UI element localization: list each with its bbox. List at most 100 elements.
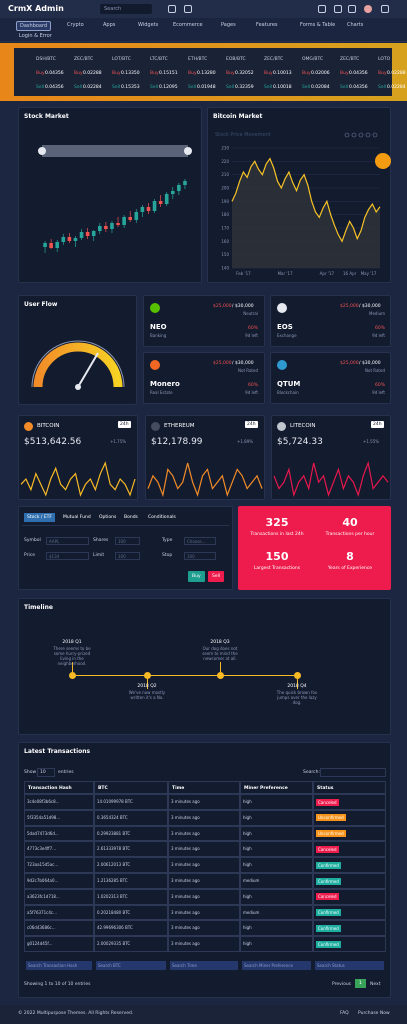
timeline-date: 2018 Q2 [137, 684, 157, 689]
trade-tab[interactable]: Mutual Fund [63, 515, 91, 520]
asset-rating: Not Rated [238, 368, 258, 373]
candle-body [67, 237, 72, 241]
header-icon[interactable] [334, 5, 342, 13]
footer-link[interactable]: Purchase Now [358, 1011, 390, 1016]
field-input[interactable]: 100 [115, 552, 140, 560]
page-button[interactable]: 1 [355, 979, 366, 988]
header-icon[interactable] [318, 5, 326, 13]
asset-icon [277, 360, 287, 370]
nav-item[interactable]: Login & Error [19, 33, 52, 39]
table-text: 3 minutes ago [171, 925, 200, 931]
field-input[interactable]: Choose... [184, 537, 216, 545]
brand: CrmX Admin [8, 4, 64, 13]
column-header[interactable]: BTC [94, 781, 168, 794]
navigator-handle [184, 147, 192, 155]
table-text: high [243, 799, 252, 804]
timeline-panel [18, 598, 391, 735]
timeline-dot [144, 672, 151, 679]
length-select[interactable]: 10 [37, 768, 55, 777]
buy-button[interactable]: Buy [188, 571, 205, 582]
buy-price: 0.32052 [235, 71, 254, 76]
sell-label: Sell [150, 85, 159, 90]
asset-target: / $30,000 [232, 304, 254, 309]
table-cell [94, 857, 168, 873]
column-header[interactable]: Status [313, 781, 386, 794]
table-cell [94, 888, 168, 905]
navigator-handle [38, 147, 46, 155]
bitcoin-chart: Stock Price Movement 140 150 160 170 180 190 20… [215, 132, 381, 276]
trade-tab[interactable]: Bonds [124, 515, 138, 520]
field-label: Stop [162, 553, 173, 558]
field-input[interactable]: $134 [46, 552, 89, 560]
coin-price: $5,724.33 [277, 437, 323, 447]
asset-amount: $25,000 [213, 361, 232, 366]
field-input[interactable]: 100 [115, 537, 140, 545]
trade-tab[interactable]: Conditionals [148, 515, 176, 520]
column-filter[interactable]: Search Transaction Hash [26, 961, 92, 970]
header-icon[interactable] [168, 5, 176, 13]
timeline-stem [297, 679, 298, 689]
sell-label: Sell [340, 85, 349, 90]
gauge [31, 340, 125, 390]
search-box[interactable]: Search [100, 4, 152, 14]
footer-link[interactable]: FAQ [340, 1011, 349, 1016]
coin-icon [24, 422, 33, 431]
table-text: 1.2136285 BTC [97, 878, 128, 883]
stat-value: 150 [265, 550, 289, 563]
trade-tab[interactable]: Options [99, 515, 117, 520]
field-input[interactable]: 100 [184, 552, 216, 560]
column-header[interactable]: Time [168, 781, 240, 794]
column-filter[interactable]: Search Status [315, 961, 384, 970]
candle-body [146, 207, 151, 211]
nav-item[interactable]: Charts [347, 22, 364, 28]
candle-body [128, 217, 133, 220]
table-text: 3 minutes ago [171, 893, 200, 899]
gauge-hub [75, 384, 81, 390]
nav-item[interactable]: Ecommerce [173, 22, 203, 28]
status-badge: Canceled [316, 798, 339, 806]
field-input[interactable]: AAPL [46, 537, 89, 545]
table-cell [240, 873, 313, 889]
nav-item[interactable]: Dashboard [16, 21, 52, 31]
nav-item[interactable]: Apps [103, 22, 116, 28]
sell-price: 0.12095 [159, 85, 178, 90]
buy-price: 0.02288 [83, 71, 102, 76]
asset-left: 9d left [245, 333, 258, 338]
sell-price: 0.04356 [45, 85, 64, 90]
table-cell [94, 809, 168, 826]
table-cell [240, 841, 313, 858]
column-header[interactable]: Miner Preference [240, 781, 313, 794]
settings-button[interactable] [375, 153, 391, 169]
nav-item[interactable]: Crypto [67, 22, 84, 28]
nav-item[interactable]: Forms & Table [300, 22, 336, 28]
prev-button[interactable]: Previous [332, 982, 352, 987]
header-icon[interactable] [184, 5, 192, 13]
column-filter[interactable]: Search BTC [96, 961, 166, 970]
sell-price: 0.04356 [349, 85, 368, 90]
header-icon[interactable] [381, 5, 389, 13]
toolbar-icon [365, 132, 371, 138]
tab-divider [22, 525, 229, 526]
asset-percent: 60% [247, 383, 258, 388]
candle-body [97, 226, 102, 231]
candle-body [177, 185, 181, 191]
nav-item[interactable]: Features [256, 22, 278, 28]
table-cell [313, 920, 386, 937]
table-info: Showing 1 to 10 of 10 entries [24, 982, 91, 987]
nav-item[interactable]: Pages [221, 22, 236, 28]
table-cell [240, 809, 313, 826]
table-text: 3 minutes ago [171, 799, 200, 804]
column-header[interactable]: Transaction Hash [24, 781, 94, 794]
next-button[interactable]: Next [370, 982, 381, 987]
header-icon[interactable] [348, 5, 356, 13]
trade-tab[interactable]: Stock / ETF [24, 513, 56, 522]
search-input[interactable] [320, 768, 386, 777]
sell-button[interactable]: Sell [208, 571, 225, 582]
table-cell [168, 873, 240, 889]
column-filter[interactable]: Search Miner Preference [242, 961, 311, 970]
candle-body [170, 191, 175, 194]
column-filter[interactable]: Search Time [170, 961, 238, 970]
nav-item[interactable]: Widgets [138, 22, 159, 28]
header-icon[interactable] [364, 5, 372, 13]
